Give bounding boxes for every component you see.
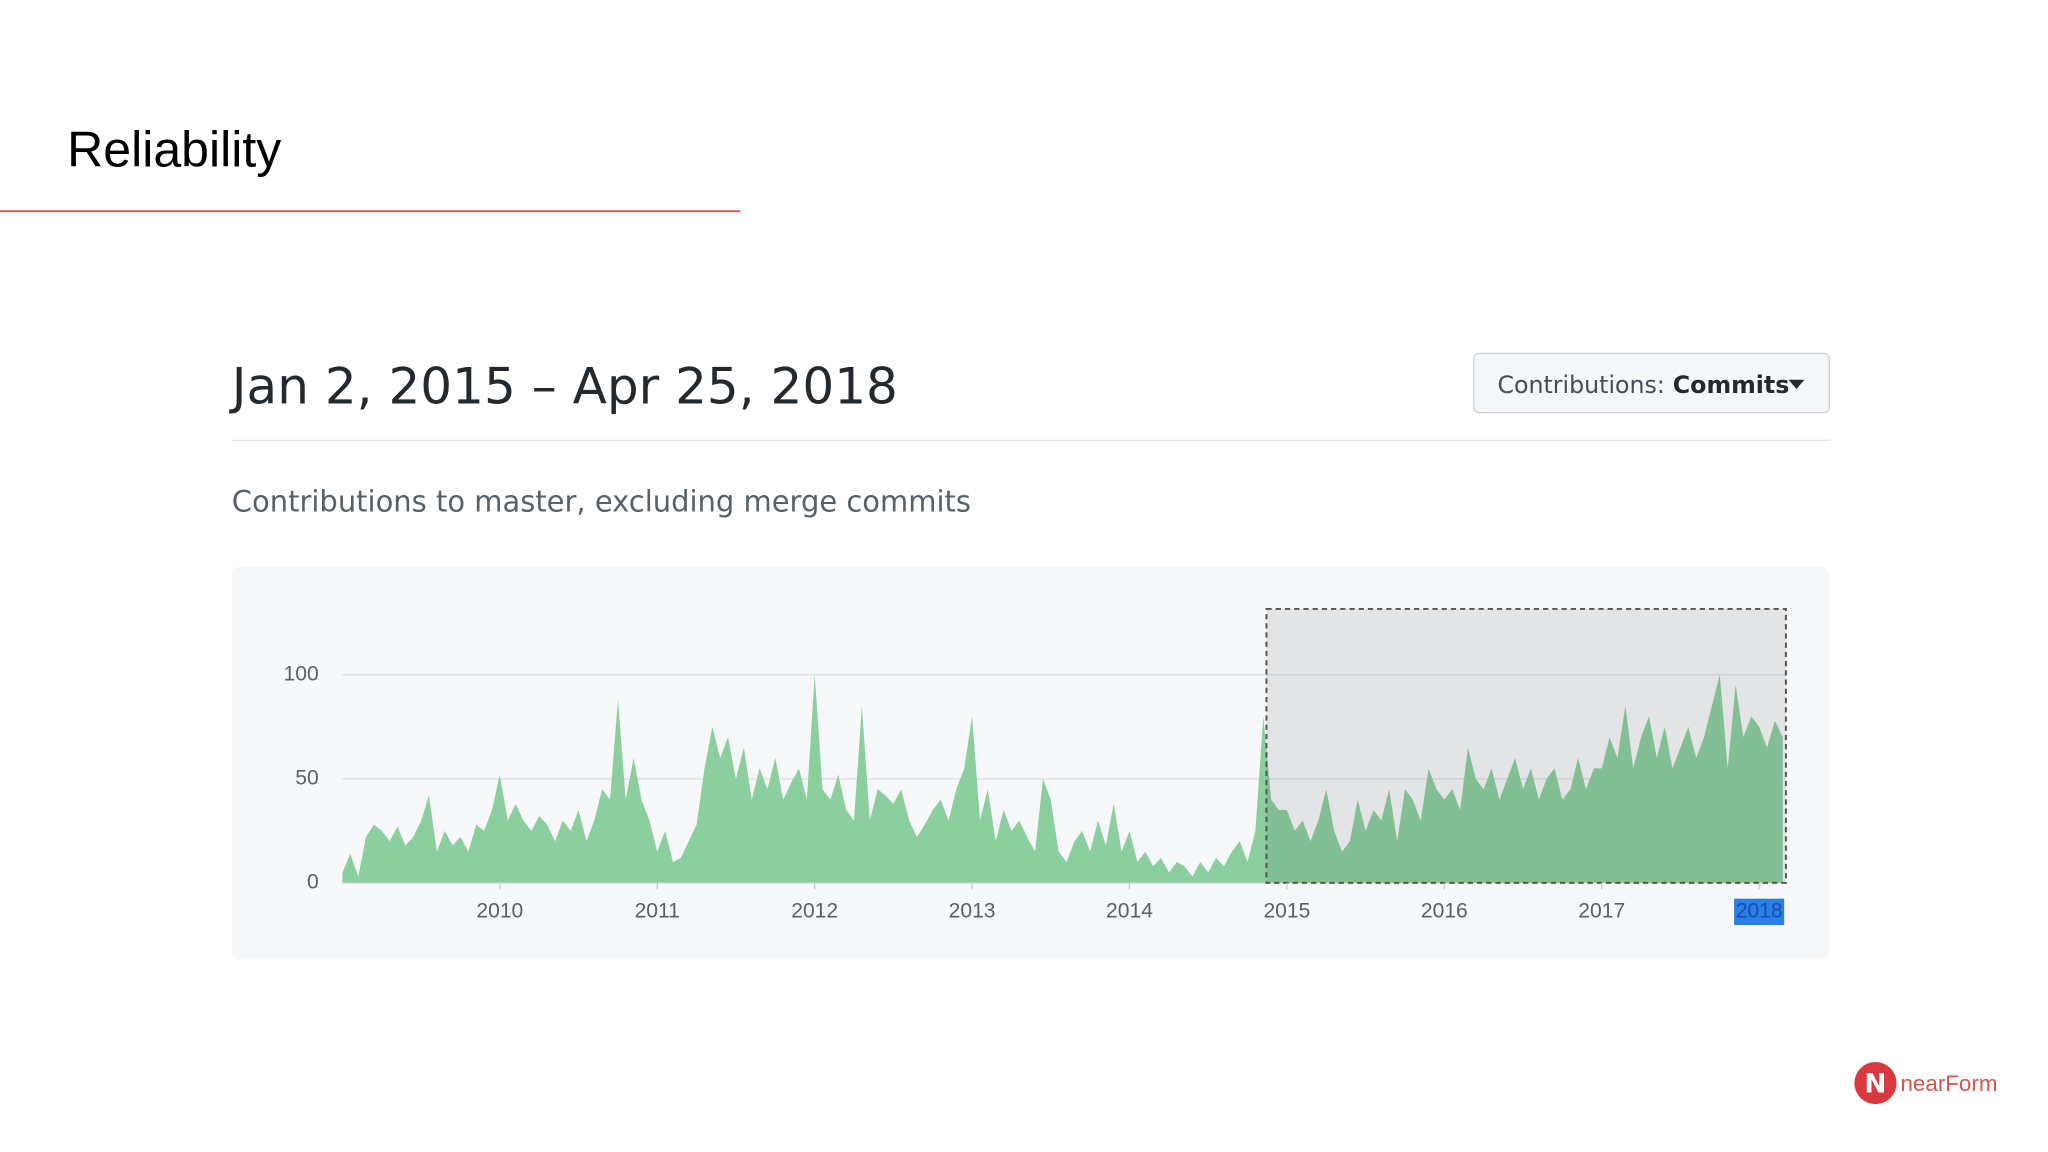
x-tick-label: 2018 (1736, 899, 1783, 922)
date-range: Jan 2, 2015 – Apr 25, 2018 (229, 357, 898, 415)
button-label: Contributions: (1497, 371, 1664, 399)
x-tick-label: 2013 (949, 899, 996, 922)
logo-mark (1854, 1061, 1897, 1105)
dropdown-caret (1788, 379, 1805, 389)
x-tick-label: 2012 (791, 899, 838, 922)
subtitle: Contributions to master, excluding merge… (232, 484, 971, 518)
plot: 0 50 100 2010 2011 2012 2013 2014 2015 2016 2017 20… (284, 607, 1787, 926)
y-tick-label: 100 (284, 662, 319, 685)
x-tick-label: 2017 (1578, 899, 1625, 922)
area (342, 674, 1783, 883)
logo-letter: N (1864, 1069, 1886, 1099)
selection-brush (1265, 607, 1787, 884)
x-tick-label: 2011 (635, 899, 680, 922)
button-text[interactable]: Contributions: Commits (1497, 371, 1789, 399)
x-tick-label: 2015 (1263, 899, 1310, 922)
tick-highlight (1734, 898, 1785, 926)
x-tick-label: 2010 (476, 899, 523, 922)
x-tick-label: 2016 (1421, 899, 1468, 922)
contributions-button[interactable] (1473, 352, 1831, 414)
y-tick-label: 0 (307, 870, 319, 893)
y-tick-label: 50 (295, 766, 318, 789)
button-value: Commits (1673, 371, 1790, 399)
logo-text: nearForm (1900, 1071, 1997, 1096)
slide-title: Reliability (67, 121, 281, 177)
x-tick-label: 2014 (1106, 899, 1153, 922)
